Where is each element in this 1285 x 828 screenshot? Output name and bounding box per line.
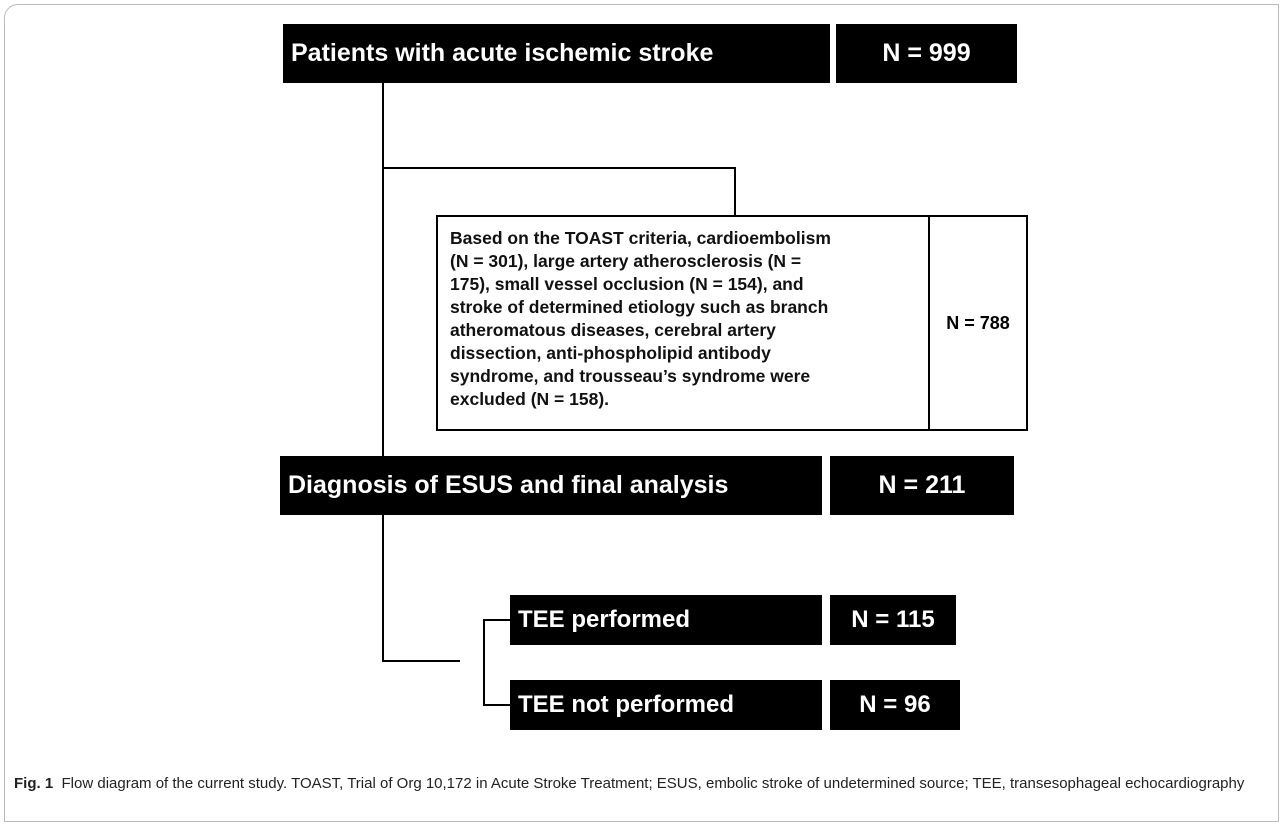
exclusion-text: Based on the TOAST criteria, cardioembol… bbox=[450, 227, 920, 411]
exclusion-line: syndrome, and trousseau’s syndrome were bbox=[450, 366, 811, 386]
node-count: N = 96 bbox=[830, 680, 960, 730]
node-label: TEE performed bbox=[510, 595, 822, 645]
node-count: N = 999 bbox=[836, 24, 1017, 83]
caption-label: Fig. 1 bbox=[14, 775, 54, 792]
branch-connector bbox=[483, 619, 510, 706]
main-connector bbox=[382, 83, 460, 662]
node-label: TEE not performed bbox=[510, 680, 822, 730]
figure-frame bbox=[4, 4, 1279, 822]
exclusion-line: Based on the TOAST criteria, cardioembol… bbox=[450, 228, 831, 248]
caption-text: Flow diagram of the current study. TOAST… bbox=[61, 775, 1245, 792]
node-label: Diagnosis of ESUS and final analysis bbox=[280, 456, 822, 515]
divider bbox=[928, 217, 930, 429]
exclusion-connector bbox=[383, 167, 736, 215]
node-count: N = 211 bbox=[830, 456, 1014, 515]
exclusion-line: (N = 301), large artery atherosclerosis … bbox=[450, 251, 802, 271]
exclusion-line: excluded (N = 158). bbox=[450, 389, 610, 409]
node-count: N = 788 bbox=[946, 312, 1010, 333]
exclusion-line: stroke of determined etiology such as br… bbox=[450, 297, 829, 317]
exclusion-line: dissection, anti-phospholipid antibody bbox=[450, 343, 771, 363]
exclusion-box: Based on the TOAST criteria, cardioembol… bbox=[436, 215, 1028, 431]
node-label: Patients with acute ischemic stroke bbox=[283, 24, 830, 83]
exclusion-line: atheromatous diseases, cerebral artery bbox=[450, 320, 776, 340]
caption: Fig. 1 Flow diagram of the current study… bbox=[14, 773, 1264, 795]
exclusion-line: 175), small vessel occlusion (N = 154), … bbox=[450, 274, 804, 294]
node-count: N = 115 bbox=[830, 595, 956, 645]
